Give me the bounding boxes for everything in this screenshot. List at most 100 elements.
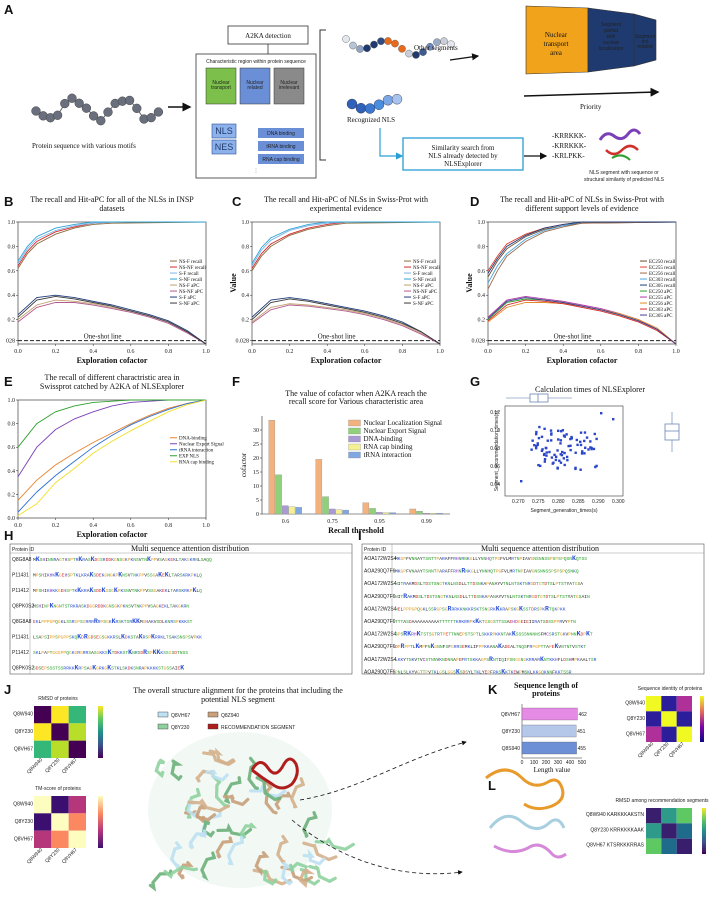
h-title: Multi sequence attention distribution xyxy=(131,544,249,553)
protein-id: Q8G8A8 xyxy=(12,557,32,563)
j-tm-heatmap: Q8W940Q8W940Q8Y230Q8Y230Q8VH67Q8VH67 xyxy=(13,796,86,865)
g-xlabel: Segment_generation_times(s) xyxy=(531,508,598,514)
bar xyxy=(522,742,577,754)
chart-title: The recall of different charactristic ar… xyxy=(45,373,180,382)
scatter-point xyxy=(557,430,559,432)
legend-entry: NS-NF recall xyxy=(413,266,440,271)
bar xyxy=(343,510,349,514)
scatter-point xyxy=(560,430,562,432)
chart-f: The value of cofactor when A2KA reach th… xyxy=(239,389,450,535)
legend-q8z940: Q8Z940 xyxy=(221,713,239,719)
y-tick-label: 30 xyxy=(253,428,259,434)
nls-bead xyxy=(347,99,357,109)
scatter-point xyxy=(544,458,546,460)
x-tick-label: 0.75 xyxy=(327,519,338,525)
scatter-point xyxy=(589,446,591,448)
heatmap-col-label: Q8W940 xyxy=(637,741,655,759)
heatmap-col-label: Q8W940 xyxy=(26,757,44,775)
heatmap-row-label: Q8W940 xyxy=(625,701,645,707)
heatmap-cell xyxy=(51,796,68,813)
svg-text:0.275: 0.275 xyxy=(532,499,545,505)
protein-id: P11431 xyxy=(12,635,29,641)
heatmap-cell xyxy=(51,723,68,740)
chain-bead xyxy=(82,104,91,113)
plot-frame xyxy=(252,222,440,344)
legend-entry: EXP NLS xyxy=(179,455,199,460)
protein-structure-render xyxy=(148,732,353,888)
scatter-point xyxy=(552,462,554,464)
bar xyxy=(410,509,416,514)
nls-bead xyxy=(383,95,393,105)
x-tick-label: 0.2 xyxy=(286,349,294,355)
bar-value: 462 xyxy=(578,712,587,718)
bar xyxy=(383,513,389,514)
x-tick-label: 0.95 xyxy=(374,519,385,525)
characteristic-region-box: Characteristic region within protein seq… xyxy=(196,54,316,178)
scatter-point xyxy=(579,469,581,471)
legend-entry: NS-NF aPC xyxy=(413,290,438,295)
motif-line-2: -KRRKKK- xyxy=(552,142,587,150)
protein-id: Q8G8A8 xyxy=(12,619,32,625)
panel-label-b: B xyxy=(4,194,13,209)
y-tick-label: 0.2 xyxy=(242,318,250,324)
motif-line-3: -KRLPKK- xyxy=(552,152,585,160)
y-axis-label: Value xyxy=(465,273,474,293)
scatter-point xyxy=(569,445,571,447)
scatter-point xyxy=(530,448,532,450)
heatmap-cell xyxy=(661,823,676,838)
bar xyxy=(369,508,375,514)
x-tick-label: 1.0 xyxy=(672,349,680,355)
y-tick-label: 0.8 xyxy=(242,244,250,250)
protein-id: P11412 xyxy=(12,650,29,656)
x-tick-label: 1.0 xyxy=(436,349,444,355)
heatmap-cell xyxy=(69,813,86,830)
legend-entry: RNA cap binding xyxy=(179,461,214,466)
j-structure-legend: Q8VH67 Q8Z940 Q8Y230 RECOMMENDATION SEGM… xyxy=(158,712,295,731)
bar xyxy=(430,513,436,514)
heatmap-cell xyxy=(677,696,692,711)
x-tick-label: 1.0 xyxy=(202,349,210,355)
scatter-point xyxy=(595,438,597,440)
heatmap-col-label: Q8Y230 xyxy=(44,847,61,864)
heatmap-cell xyxy=(677,808,692,823)
scatter-point xyxy=(543,453,545,455)
scatter-point xyxy=(559,442,561,444)
protein-id: P11431 xyxy=(12,573,29,579)
g-top-boxplot xyxy=(506,394,572,402)
y-tick-label: 0 xyxy=(256,512,259,518)
scatter-point xyxy=(545,447,547,449)
legend-entry: NS-NF recall xyxy=(179,266,206,271)
segment-bead xyxy=(349,42,356,49)
panel-label-j: J xyxy=(4,682,11,697)
sequence-row: MSHINPKNGNTSTRKRASKDGGRDDKGNSGKPKNSVTNKP… xyxy=(33,603,189,610)
heatmap-cell xyxy=(51,831,68,848)
heatmap-cell xyxy=(661,711,676,726)
x-tick-label: 1.0 xyxy=(202,523,210,529)
nls-bead xyxy=(365,104,375,114)
y-tick-label: 0.2 xyxy=(478,318,486,324)
bar-label: Q8VH67 xyxy=(501,712,520,718)
l-rmsd-heatmap: Q8W940 KARKKKAKSTN Q8Y230 KRRKKKKAAK Q8VH6… xyxy=(586,808,692,854)
sequence-row: NITRAKMDSLTDSTSNGTKNLNSDLLTTDSNKAPANAYVT… xyxy=(395,581,583,587)
panel-label-i: I xyxy=(358,528,362,543)
figure-canvas: A Protein sequence with various motifs A… xyxy=(0,0,713,918)
h-col-header: Protein ID xyxy=(12,547,35,553)
scatter-point xyxy=(543,428,545,430)
segment-bead xyxy=(384,37,391,44)
legend-entry: Nuclear Export Signal xyxy=(179,443,224,448)
scatter-point xyxy=(576,444,578,446)
scatter-point xyxy=(550,429,552,431)
x-axis-label: Exploration cofactor xyxy=(547,356,618,365)
bar-label: Q8Y230 xyxy=(502,729,521,735)
segment-bead xyxy=(405,50,412,57)
chain-bead xyxy=(96,116,105,125)
svg-text:0.04: 0.04 xyxy=(490,482,500,488)
legend-entry: tRNA interaction xyxy=(363,451,412,459)
svg-text:0.280: 0.280 xyxy=(552,499,565,505)
a2ka-detection-label: A2KA detection xyxy=(245,32,291,40)
legend-entry: EC303 aPC xyxy=(649,308,673,313)
legend-entry: EC255 recall xyxy=(649,266,676,271)
k-bar-chart: 0 100 200 300 400 500Q8VH67 462Q8Y230 451Q8S940… xyxy=(501,704,587,766)
bar xyxy=(522,708,577,720)
scatter-point xyxy=(550,439,552,441)
